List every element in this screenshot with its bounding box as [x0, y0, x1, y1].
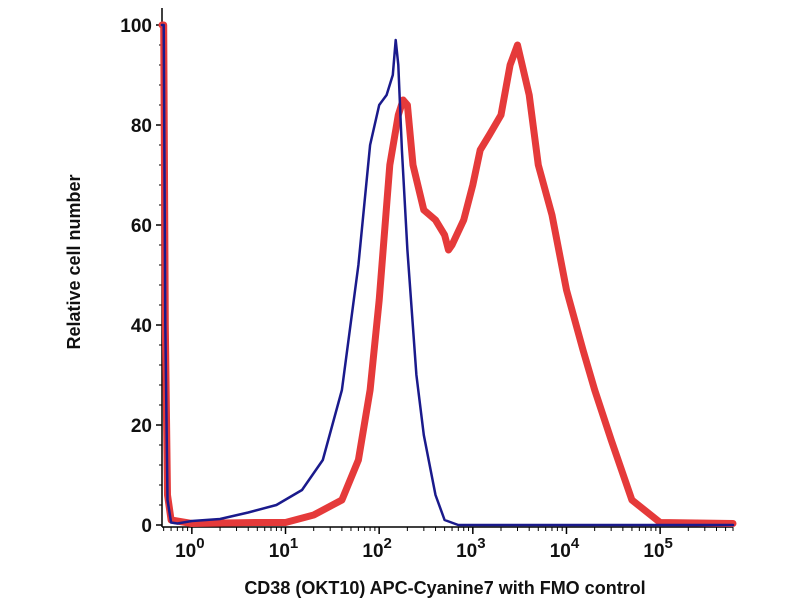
- plot-frame: [161, 8, 733, 528]
- series-layer: [158, 21, 737, 527]
- y-tick-label: 0: [141, 516, 152, 537]
- x-tick-label: 105: [643, 535, 672, 562]
- fmo-control-series-line: [160, 23, 735, 527]
- y-tick-label: 40: [131, 316, 152, 337]
- y-tick-label: 100: [120, 16, 152, 37]
- x-tick-label: 104: [550, 535, 580, 562]
- y-tick-label: 80: [131, 116, 152, 137]
- x-axis-title: CD38 (OKT10) APC-Cyanine7 with FMO contr…: [244, 578, 645, 598]
- y-axis-ticks: 0 20 40 60 80 100: [120, 16, 162, 537]
- cd38-series-line: [158, 21, 737, 527]
- x-tick-label: 101: [269, 535, 298, 562]
- x-tick-label: 100: [175, 535, 204, 562]
- y-tick-label: 20: [131, 416, 152, 437]
- y-axis-title: Relative cell number: [64, 174, 84, 349]
- x-tick-label: 103: [456, 535, 485, 562]
- x-axis-ticks: 100 101 102 103 104 105: [163, 527, 734, 562]
- x-tick-label: 102: [362, 535, 391, 562]
- y-tick-label: 60: [131, 216, 152, 237]
